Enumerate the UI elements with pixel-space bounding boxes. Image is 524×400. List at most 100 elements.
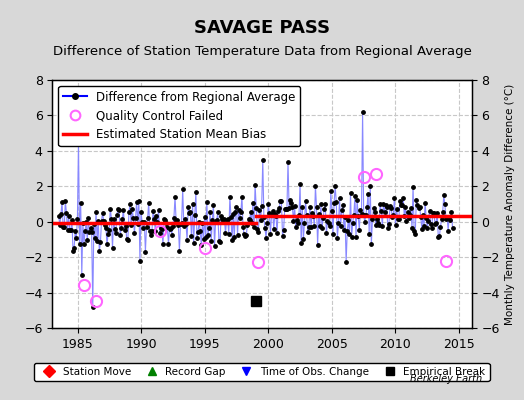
Point: [331, 183, 340, 190]
Point: [124, 237, 132, 244]
Point: [163, 224, 171, 230]
Point: [225, 230, 233, 237]
Point: [440, 192, 448, 199]
Point: [356, 207, 365, 213]
Point: [353, 197, 362, 203]
Point: [79, 219, 87, 226]
Point: [207, 238, 215, 244]
Point: [323, 218, 332, 224]
Point: [231, 209, 239, 216]
Point: [217, 213, 225, 219]
Point: [144, 215, 152, 222]
Point: [126, 201, 134, 208]
Point: [228, 237, 236, 244]
Point: [285, 205, 293, 212]
Point: [274, 208, 282, 214]
Point: [92, 209, 100, 215]
Point: [194, 228, 202, 235]
Point: [368, 215, 377, 222]
Point: [370, 209, 379, 216]
Point: [248, 220, 256, 226]
Point: [243, 221, 252, 228]
Point: [359, 212, 368, 219]
Point: [218, 216, 226, 222]
Point: [82, 219, 90, 225]
Point: [245, 216, 254, 223]
Point: [329, 231, 337, 238]
Point: [325, 222, 334, 229]
Point: [424, 218, 433, 224]
Point: [288, 204, 297, 210]
Point: [80, 240, 88, 247]
Point: [422, 215, 430, 222]
Point: [147, 232, 155, 238]
Point: [101, 222, 109, 228]
Point: [312, 204, 321, 211]
Point: [378, 223, 387, 230]
Point: [222, 217, 231, 223]
Point: [280, 206, 289, 212]
Point: [419, 212, 427, 218]
Point: [361, 219, 369, 225]
Point: [202, 233, 210, 240]
Point: [271, 211, 279, 218]
Point: [376, 201, 384, 208]
Point: [236, 214, 244, 221]
Point: [423, 225, 431, 231]
Point: [108, 245, 117, 252]
Point: [107, 216, 116, 222]
Point: [284, 159, 292, 165]
Point: [241, 233, 249, 239]
Point: [175, 248, 183, 254]
Point: [181, 216, 189, 222]
Point: [170, 214, 178, 221]
Point: [99, 210, 107, 216]
Point: [332, 198, 341, 205]
Point: [203, 198, 211, 205]
Point: [173, 217, 181, 223]
Point: [229, 211, 237, 217]
Point: [385, 221, 393, 228]
Point: [220, 215, 228, 222]
Point: [57, 211, 65, 218]
Point: [433, 210, 441, 216]
Point: [56, 222, 64, 229]
Point: [239, 224, 247, 230]
Point: [91, 235, 99, 242]
Point: [337, 207, 346, 213]
Point: [445, 214, 453, 220]
Point: [193, 234, 201, 241]
Point: [394, 216, 402, 222]
Point: [344, 217, 353, 223]
Point: [326, 188, 335, 194]
Point: [209, 202, 217, 208]
Point: [315, 222, 324, 229]
Point: [357, 210, 366, 217]
Point: [234, 207, 243, 213]
Point: [377, 208, 386, 214]
Point: [216, 239, 224, 245]
Point: [168, 232, 176, 238]
Point: [389, 212, 398, 218]
Point: [275, 205, 283, 212]
Point: [386, 203, 394, 209]
Point: [401, 204, 410, 210]
Point: [242, 232, 250, 238]
Point: [396, 198, 404, 204]
Point: [64, 212, 73, 219]
Point: [335, 195, 344, 202]
Point: [358, 109, 367, 115]
Point: [277, 198, 286, 205]
Point: [289, 218, 298, 224]
Text: Berkeley Earth: Berkeley Earth: [410, 374, 482, 384]
Point: [304, 223, 313, 230]
Point: [95, 248, 104, 254]
Point: [313, 242, 322, 248]
Point: [316, 201, 325, 208]
Point: [84, 215, 93, 221]
Point: [390, 195, 399, 202]
Point: [69, 247, 77, 254]
Point: [255, 206, 264, 213]
Point: [354, 213, 363, 220]
Point: [195, 219, 203, 225]
